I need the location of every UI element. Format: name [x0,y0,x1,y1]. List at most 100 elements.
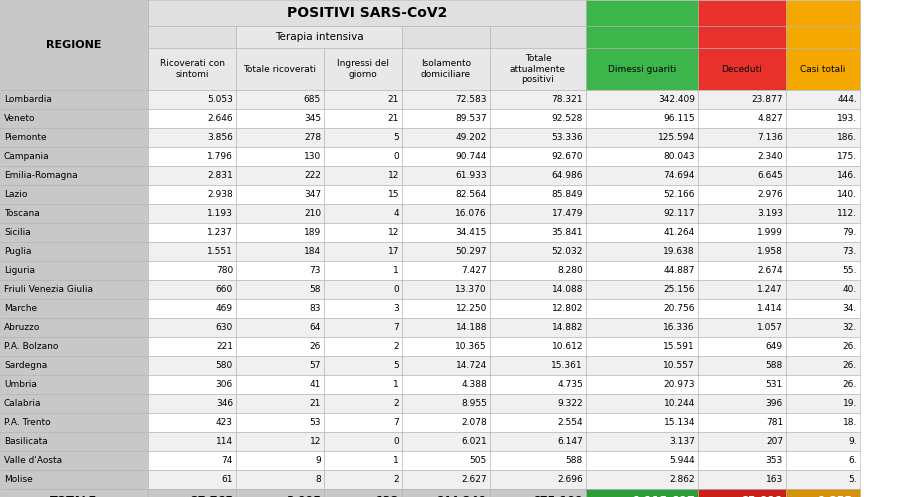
Bar [236,185,324,204]
Text: 34.415: 34.415 [455,228,487,237]
Text: 40.: 40. [842,285,857,294]
Bar [586,299,698,318]
Bar [148,0,586,26]
Bar [698,394,786,413]
Bar [786,204,860,223]
Text: 0: 0 [393,285,399,294]
Bar [402,48,490,90]
Text: 469: 469 [216,304,233,313]
Bar [698,147,786,166]
Text: 112.: 112. [837,209,857,218]
Bar [324,242,402,261]
Bar [148,242,236,261]
Bar [236,90,324,109]
Bar [786,48,860,90]
Text: 163: 163 [766,475,783,484]
Bar [0,375,148,394]
Bar [324,109,402,128]
Bar [148,299,236,318]
Bar [698,242,786,261]
Text: 2: 2 [393,475,399,484]
Bar [786,318,860,337]
Text: 3.856: 3.856 [207,133,233,142]
Bar [236,223,324,242]
Text: Ingressi del
giorno: Ingressi del giorno [337,59,389,79]
Bar [490,90,586,109]
Bar [698,432,786,451]
Bar [586,185,698,204]
Bar [0,337,148,356]
Text: 64.986: 64.986 [552,171,583,180]
Text: 8.955: 8.955 [461,399,487,408]
Text: 1.193: 1.193 [207,209,233,218]
Text: Sicilia: Sicilia [4,228,31,237]
Bar [402,128,490,147]
Bar [402,261,490,280]
Bar [786,451,860,470]
Bar [402,280,490,299]
Bar [236,48,324,90]
Bar [0,109,148,128]
Bar [0,280,148,299]
Text: 3.095: 3.095 [286,496,321,497]
Bar [402,489,490,497]
Text: 685: 685 [304,95,321,104]
Bar [148,489,236,497]
Bar [324,318,402,337]
Bar [698,0,786,26]
Text: 78.321: 78.321 [552,95,583,104]
Text: 4.388: 4.388 [461,380,487,389]
Bar [148,223,236,242]
Bar [236,451,324,470]
Text: Casi totali: Casi totali [800,65,846,74]
Bar [148,48,236,90]
Bar [786,470,860,489]
Bar [148,185,236,204]
Text: 92.117: 92.117 [663,209,695,218]
Bar [402,451,490,470]
Bar [586,242,698,261]
Text: 130: 130 [304,152,321,161]
Text: 61.933: 61.933 [455,171,487,180]
Text: 4.735: 4.735 [557,380,583,389]
Bar [236,413,324,432]
Text: 12.250: 12.250 [455,304,487,313]
Bar [402,90,490,109]
Bar [236,242,324,261]
Bar [586,413,698,432]
Bar [0,318,148,337]
Bar [786,280,860,299]
Text: Marche: Marche [4,304,37,313]
Text: 10.244: 10.244 [664,399,695,408]
Bar [324,204,402,223]
Text: 35.841: 35.841 [552,228,583,237]
Text: Isolamento
domiciliare: Isolamento domiciliare [421,59,471,79]
Bar [786,90,860,109]
Text: Emilia-Romagna: Emilia-Romagna [4,171,77,180]
Bar [698,413,786,432]
Bar [236,432,324,451]
Text: 353: 353 [766,456,783,465]
Text: 0: 0 [393,437,399,446]
Bar [490,432,586,451]
Bar [586,26,698,48]
Text: Toscana: Toscana [4,209,40,218]
Bar [0,166,148,185]
Bar [148,109,236,128]
Text: 221: 221 [216,342,233,351]
Bar [586,489,698,497]
Bar [490,451,586,470]
Bar [490,318,586,337]
Bar [786,0,860,26]
Bar [236,394,324,413]
Text: 10.612: 10.612 [552,342,583,351]
Text: 15.134: 15.134 [663,418,695,427]
Text: 65.011: 65.011 [740,496,783,497]
Bar [490,185,586,204]
Bar [490,356,586,375]
Text: 1.855.: 1.855. [818,496,857,497]
Text: 345: 345 [304,114,321,123]
Bar [586,280,698,299]
Bar [402,26,490,48]
Bar [236,489,324,497]
